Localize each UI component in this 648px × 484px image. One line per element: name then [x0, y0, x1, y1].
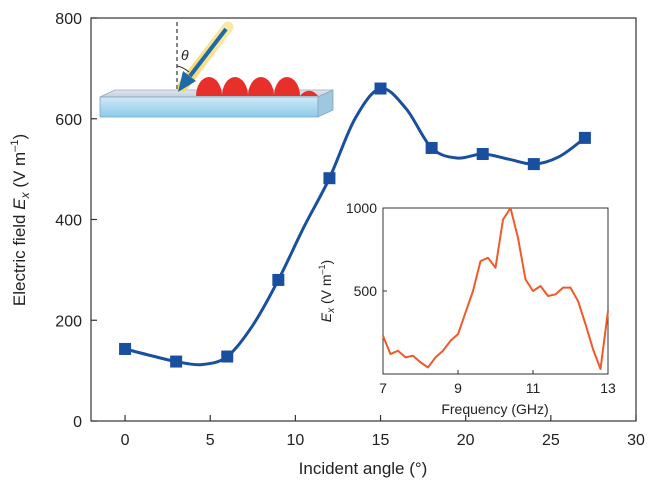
- data-point-marker: [476, 148, 489, 161]
- x-tick-label: 10: [286, 432, 304, 449]
- inset-y-tick-label: 500: [354, 283, 378, 299]
- y-tick-label: 800: [55, 11, 82, 28]
- inset-x-tick-label: 9: [454, 380, 462, 396]
- inset-line: [382, 207, 609, 371]
- beam-arrow-shaft: [188, 27, 228, 78]
- data-point-marker: [170, 355, 183, 368]
- y-tick-label: 600: [55, 112, 82, 129]
- data-point-marker: [119, 342, 132, 355]
- angle-arc: [176, 65, 190, 73]
- data-point-marker: [323, 172, 336, 185]
- main-fit-curve: [124, 87, 586, 367]
- inset-y-tick-label: 1000: [346, 200, 377, 216]
- data-point-marker: [425, 141, 438, 154]
- inset-x-tick-label: 11: [526, 380, 541, 396]
- inset-y-axis-title: Ex (V m–1): [317, 260, 337, 322]
- theta-label: θ: [181, 47, 189, 63]
- x-axis-title: Incident angle (°): [299, 459, 428, 478]
- schematic-illustration: θ: [99, 21, 334, 118]
- y-tick-label: 400: [55, 213, 82, 230]
- y-tick-label: 0: [73, 414, 82, 431]
- inset-background: [382, 207, 609, 375]
- x-tick-label: 0: [121, 432, 130, 449]
- inset-axes: 7 9 11 13 500 1000: [346, 200, 616, 396]
- inset-x-tick-label: 13: [600, 380, 616, 396]
- x-tick-label: 20: [457, 432, 475, 449]
- y-axis-title: Electric field Ex (V m–1): [9, 134, 32, 306]
- main-data-markers: [119, 82, 591, 368]
- inset-x-axis-title: Frequency (GHz): [441, 401, 548, 417]
- x-tick-label: 5: [206, 432, 215, 449]
- x-tick-label: 25: [542, 432, 560, 449]
- inset-x-tick-label: 7: [379, 380, 387, 396]
- main-axes: 0 5 10 15 20 25 30 0 200 400 600 800: [55, 11, 645, 449]
- data-point-marker: [578, 131, 591, 144]
- data-point-marker: [272, 273, 285, 286]
- data-point-marker: [374, 82, 387, 95]
- slab-front: [99, 96, 319, 118]
- y-tick-label: 200: [55, 313, 82, 330]
- data-point-marker: [527, 158, 540, 171]
- beam-arrowhead: [178, 71, 196, 92]
- x-tick-label: 15: [372, 432, 390, 449]
- red-domes: [196, 77, 318, 96]
- slab-side: [317, 89, 334, 118]
- x-tick-label: 30: [627, 432, 645, 449]
- data-point-marker: [221, 350, 234, 363]
